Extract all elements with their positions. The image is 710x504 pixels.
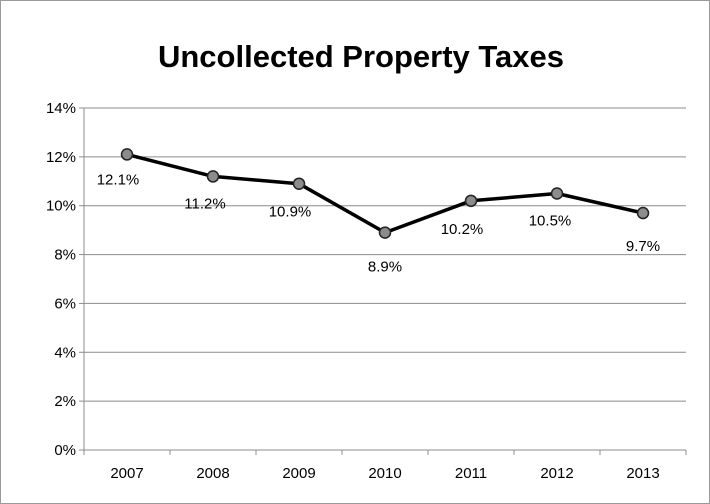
gridlines bbox=[84, 107, 686, 402]
y-tick-label: 2% bbox=[54, 393, 76, 410]
y-tick-label: 12% bbox=[46, 149, 76, 166]
data-point bbox=[120, 148, 134, 161]
data-labels: 12.1% 11.2% 10.9% 8.9% 10.2% 10.5% 9.7% bbox=[97, 171, 660, 275]
data-label: 9.7% bbox=[626, 238, 660, 255]
data-label: 10.2% bbox=[441, 221, 484, 238]
x-tick-label: 2013 bbox=[626, 465, 659, 482]
x-tick-labels: 2007 2008 2009 2010 2011 2012 2013 bbox=[110, 465, 659, 482]
y-tick-label: 10% bbox=[46, 198, 76, 215]
y-tick-label: 8% bbox=[54, 247, 76, 264]
data-label: 12.1% bbox=[97, 171, 140, 188]
x-tick-label: 2007 bbox=[110, 465, 143, 482]
x-tick-label: 2012 bbox=[540, 465, 573, 482]
x-tick-label: 2009 bbox=[282, 465, 315, 482]
chart-title: Uncollected Property Taxes bbox=[158, 39, 564, 74]
x-tick-label: 2008 bbox=[196, 465, 229, 482]
y-tick-label: 4% bbox=[54, 344, 76, 361]
axes bbox=[79, 107, 687, 455]
data-point bbox=[292, 177, 306, 190]
data-point bbox=[636, 206, 650, 220]
y-tick-label: 6% bbox=[54, 295, 76, 312]
data-point bbox=[550, 187, 564, 200]
x-tick-label: 2010 bbox=[368, 465, 401, 482]
y-tick-label: 0% bbox=[54, 442, 76, 459]
data-label: 10.9% bbox=[269, 204, 312, 221]
data-point bbox=[206, 170, 220, 183]
y-tick-label: 14% bbox=[46, 100, 76, 117]
data-label: 8.9% bbox=[368, 259, 402, 276]
y-tick-labels: 0% 2% 4% 6% 8% 10% 12% 14% bbox=[46, 100, 76, 459]
series-markers bbox=[120, 148, 650, 239]
x-tick-label: 2011 bbox=[455, 465, 487, 482]
data-label: 10.5% bbox=[529, 213, 572, 230]
data-point bbox=[464, 194, 478, 208]
data-point bbox=[378, 226, 392, 239]
data-label: 11.2% bbox=[184, 195, 225, 212]
